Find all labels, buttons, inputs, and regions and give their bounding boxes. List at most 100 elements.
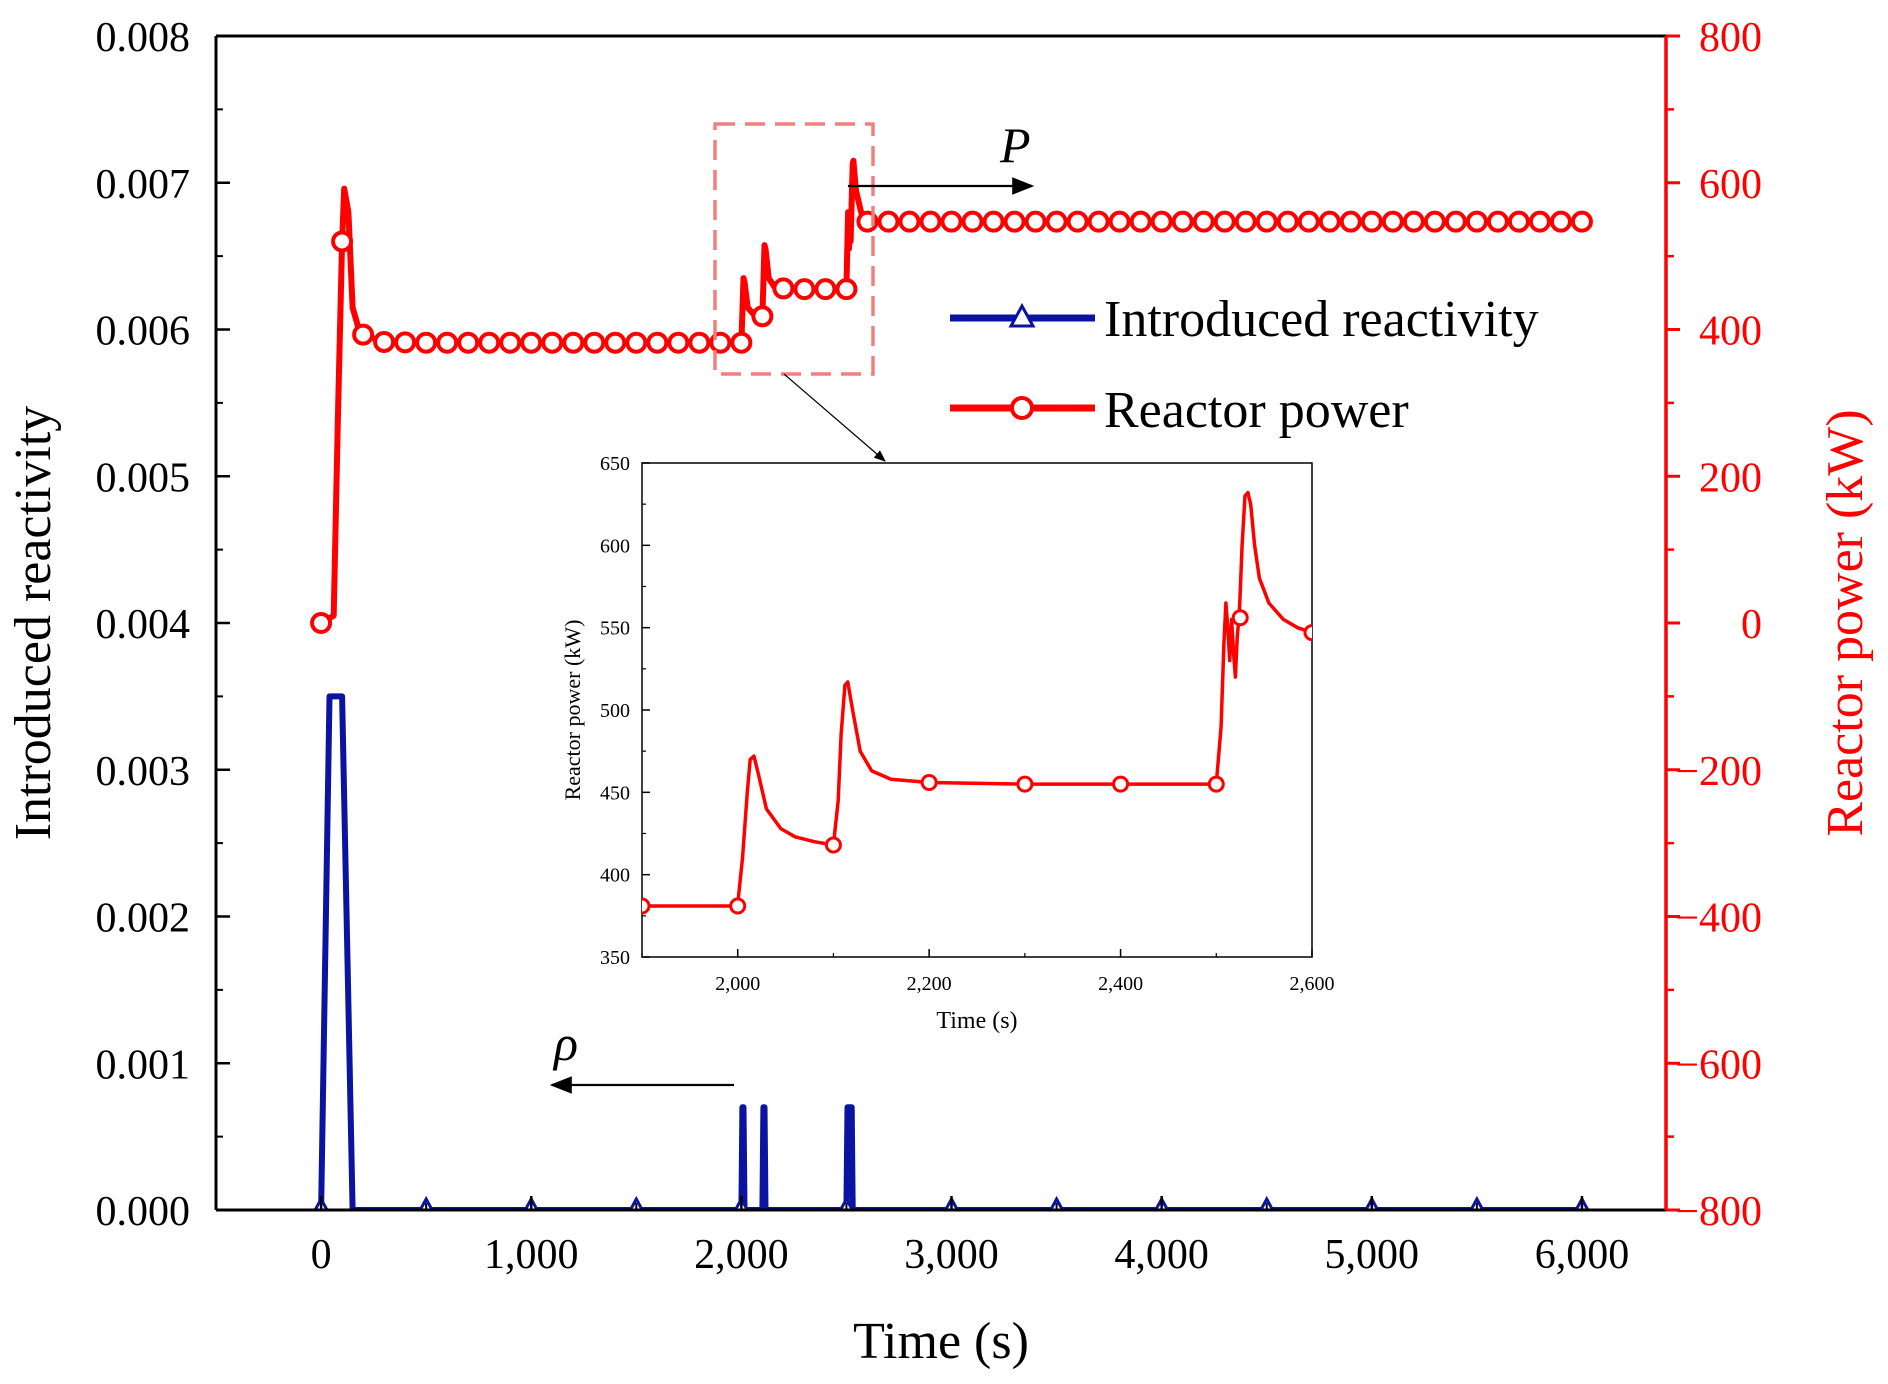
power-point <box>814 278 837 301</box>
y-right-axis-title: Reactor power (kW) <box>1817 409 1874 836</box>
inset-x-tick-label: 2,600 <box>1290 973 1335 995</box>
y-left-tick-label: 0.000 <box>96 1189 191 1235</box>
power-point <box>562 331 585 354</box>
power-point <box>373 330 396 353</box>
y-right-tick-label: 800 <box>1699 15 1762 61</box>
inset-power-point <box>1231 609 1249 627</box>
power-point <box>1339 210 1362 233</box>
power-point <box>415 331 438 354</box>
x-tick-label: 4,000 <box>1114 1232 1209 1278</box>
power-point <box>982 210 1005 233</box>
y-right-tick-label: 200 <box>1699 455 1762 501</box>
power-point <box>499 331 522 354</box>
power-point <box>1045 210 1068 233</box>
inset-power-point <box>642 897 651 915</box>
power-point <box>1276 210 1299 233</box>
inset-power-point <box>1207 775 1225 793</box>
power-point <box>1570 210 1593 233</box>
inset-x-tick-label: 2,400 <box>1098 973 1143 995</box>
y-right-tick-label: −600 <box>1675 1042 1762 1088</box>
x-tick-label: 0 <box>311 1232 332 1278</box>
power-point <box>1444 210 1467 233</box>
legend-label-reactivity: Introduced reactivity <box>1104 291 1539 348</box>
power-point <box>1465 210 1488 233</box>
power-point <box>1297 210 1320 233</box>
power-point <box>1234 210 1257 233</box>
legend: Introduced reactivity Reactor power <box>950 291 1539 439</box>
legend-marker-circle <box>1010 396 1034 420</box>
inset-power-point <box>1016 775 1034 793</box>
inset-power-point <box>1303 624 1312 642</box>
inset-power-point <box>1112 775 1130 793</box>
y-right-tick-label: 0 <box>1741 602 1762 648</box>
power-point <box>961 210 984 233</box>
power-point <box>352 323 375 346</box>
power-point <box>436 331 459 354</box>
y-left-tick-label: 0.005 <box>96 455 191 501</box>
power-point <box>1171 210 1194 233</box>
power-point <box>520 331 543 354</box>
y-left-tick-label: 0.003 <box>96 749 191 795</box>
power-point <box>1066 210 1089 233</box>
power-point <box>1381 210 1404 233</box>
main-ticks: 0 1,000 2,000 3,000 4,000 5,000 6,000 0.000 0.00… <box>96 15 1763 1278</box>
legend-label-power: Reactor power <box>1104 382 1409 439</box>
power-point <box>583 331 606 354</box>
legend-entry-reactivity: Introduced reactivity <box>950 291 1539 348</box>
y-left-tick-label: 0.002 <box>96 896 191 942</box>
power-point <box>1507 210 1530 233</box>
power-point <box>751 305 774 328</box>
power-point <box>1213 210 1236 233</box>
inset-ticks: 2,000 2,200 2,400 2,600 350 400 450 500 550 600 65… <box>600 453 1335 995</box>
power-point <box>604 331 627 354</box>
inset-x-axis-title: Time (s) <box>936 1008 1017 1034</box>
legend-marker-triangle <box>1008 302 1036 328</box>
power-annotation-label: P <box>999 117 1031 173</box>
power-point <box>541 331 564 354</box>
power-point <box>940 210 963 233</box>
y-left-tick-label: 0.004 <box>96 602 191 648</box>
x-tick-label: 1,000 <box>484 1232 579 1278</box>
inset-y-tick-label: 550 <box>600 618 630 640</box>
inset-plot-area <box>642 490 1312 915</box>
x-axis-title: Time (s) <box>853 1313 1029 1370</box>
inset-background <box>641 462 1313 958</box>
power-point <box>1087 210 1110 233</box>
power-point <box>1549 210 1572 233</box>
x-tick-label: 5,000 <box>1325 1232 1420 1278</box>
power-point <box>394 331 417 354</box>
y-left-tick-label: 0.007 <box>96 162 191 208</box>
power-point <box>793 278 816 301</box>
power-point <box>310 612 333 634</box>
reactivity-annotation-label: ρ <box>552 1015 578 1071</box>
power-point <box>1108 210 1131 233</box>
y-right-tick-label: −200 <box>1675 749 1762 795</box>
power-point <box>1402 210 1425 233</box>
power-point <box>1423 210 1446 233</box>
inset-y-tick-label: 500 <box>600 700 630 722</box>
inset-y-axis-title: Reactor power (kW) <box>560 620 585 801</box>
x-tick-label: 3,000 <box>904 1232 999 1278</box>
zoom-connector-arrow <box>783 373 886 462</box>
inset-power-point <box>824 836 842 854</box>
legend-entry-power: Reactor power <box>950 382 1409 439</box>
y-left-axis-title: Introduced reactivity <box>5 406 62 841</box>
power-point <box>1318 210 1341 233</box>
inset-y-tick-label: 400 <box>600 865 630 887</box>
power-point <box>667 331 690 354</box>
inset-power-point <box>729 897 747 915</box>
inset-x-tick-label: 2,200 <box>907 973 952 995</box>
inset-y-tick-label: 350 <box>600 947 630 969</box>
series-line-reactor-power <box>319 157 1582 626</box>
y-left-tick-label: 0.006 <box>96 309 191 355</box>
inset-y-tick-label: 650 <box>600 453 630 475</box>
series-line-introduced-reactivity <box>318 693 1582 1210</box>
inset-chart: 2,000 2,200 2,400 2,600 350 400 450 500 550 600 65… <box>560 453 1335 1034</box>
power-point <box>1003 210 1026 233</box>
power-point <box>730 331 753 354</box>
power-point <box>688 331 711 354</box>
power-point <box>1528 210 1551 233</box>
y-right-tick-label: −400 <box>1675 896 1762 942</box>
power-point <box>772 277 795 300</box>
power-point <box>919 210 942 233</box>
